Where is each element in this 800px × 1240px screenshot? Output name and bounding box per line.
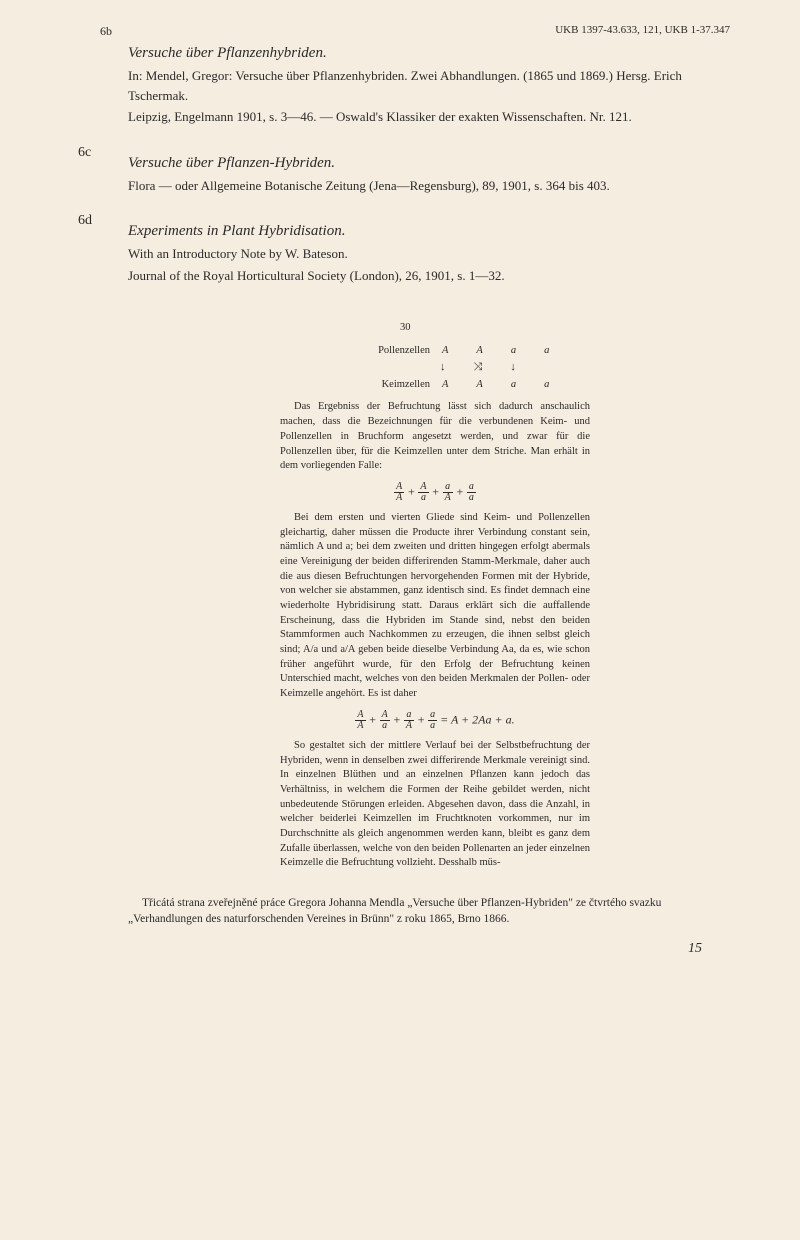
den: A — [443, 493, 453, 503]
facsimile-block: 30 Pollenzellen A A a a ↓ ⤨ ↓ Keimzellen… — [280, 321, 590, 871]
sym: A — [442, 344, 448, 359]
facsimile-para-1: Das Ergebniss der Befruchtung lässt sich… — [280, 400, 590, 473]
pollenzellen-symbols: A A a a — [442, 344, 549, 359]
keimzellen-label: Keimzellen — [280, 378, 442, 393]
den: a — [418, 493, 428, 503]
entry-line: Journal of the Royal Horticultural Socie… — [128, 266, 730, 286]
footer-caption: Třicátá strana zveřejněné práce Gregora … — [128, 895, 702, 927]
entry-line: Leipzig, Engelmann 1901, s. 3—46. — Oswa… — [128, 107, 730, 127]
entry-line: Flora — oder Allgemeine Botanische Zeitu… — [128, 176, 730, 196]
den: A — [355, 721, 365, 731]
sym: A — [476, 378, 482, 393]
entry-6c: 6c Versuche über Pflanzen-Hybriden. Flor… — [100, 145, 730, 196]
keimzellen-row: Keimzellen A A a a — [280, 378, 590, 393]
entry-line: With an Introductory Note by W. Bateson. — [128, 244, 730, 264]
den: a — [380, 721, 390, 731]
sym: a — [544, 344, 549, 359]
sym: a — [544, 378, 549, 393]
arrow-row: ↓ ⤨ ↓ — [440, 360, 590, 375]
den: A — [394, 493, 404, 503]
sym: a — [511, 378, 516, 393]
den: a — [428, 721, 437, 731]
entry-title: Versuche über Pflanzen-Hybriden. — [128, 155, 730, 172]
formula-rhs: = A + 2Aa + a. — [440, 712, 515, 726]
facsimile-pagenum: 30 — [400, 321, 590, 336]
label-6b: 6b — [100, 24, 112, 39]
arrow-icon: ↓ — [440, 360, 446, 375]
den: a — [467, 493, 476, 503]
sym: A — [442, 378, 448, 393]
header-row: 6b UKB 1397-43.633, 121, UKB 1-37.347 — [100, 24, 730, 39]
facsimile-para-3: So gestaltet sich der mittlere Verlauf b… — [280, 739, 590, 871]
entry-title: Experiments in Plant Hybridisation. — [128, 223, 730, 240]
cross-arrow-icon: ⤨ — [474, 360, 483, 375]
sym: a — [511, 344, 516, 359]
entry-title: Versuche über Pflanzenhybriden. — [128, 45, 730, 62]
entry-6d: 6d Experiments in Plant Hybridisation. W… — [100, 213, 730, 285]
bibliography-page: 6b UKB 1397-43.633, 121, UKB 1-37.347 Ve… — [0, 0, 800, 977]
formula-1: AA + Aa + aA + aa — [280, 482, 590, 503]
sym: A — [476, 344, 482, 359]
page-number: 15 — [100, 941, 702, 957]
pollenzellen-label: Pollenzellen — [280, 344, 442, 359]
facsimile-para-2: Bei dem ersten und vierten Gliede sind K… — [280, 511, 590, 702]
label-6d: 6d — [78, 213, 92, 229]
entry-6b: Versuche über Pflanzenhybriden. In: Mend… — [100, 45, 730, 127]
keimzellen-symbols: A A a a — [442, 378, 549, 393]
pollenzellen-row: Pollenzellen A A a a — [280, 344, 590, 359]
entry-line: In: Mendel, Gregor: Versuche über Pflanz… — [128, 66, 730, 105]
header-reference: UKB 1397-43.633, 121, UKB 1-37.347 — [112, 24, 730, 39]
arrow-icon: ↓ — [510, 360, 516, 375]
formula-2: AA + Aa + aA + aa = A + 2Aa + a. — [280, 710, 590, 731]
label-6c: 6c — [78, 145, 91, 161]
den: A — [404, 721, 414, 731]
